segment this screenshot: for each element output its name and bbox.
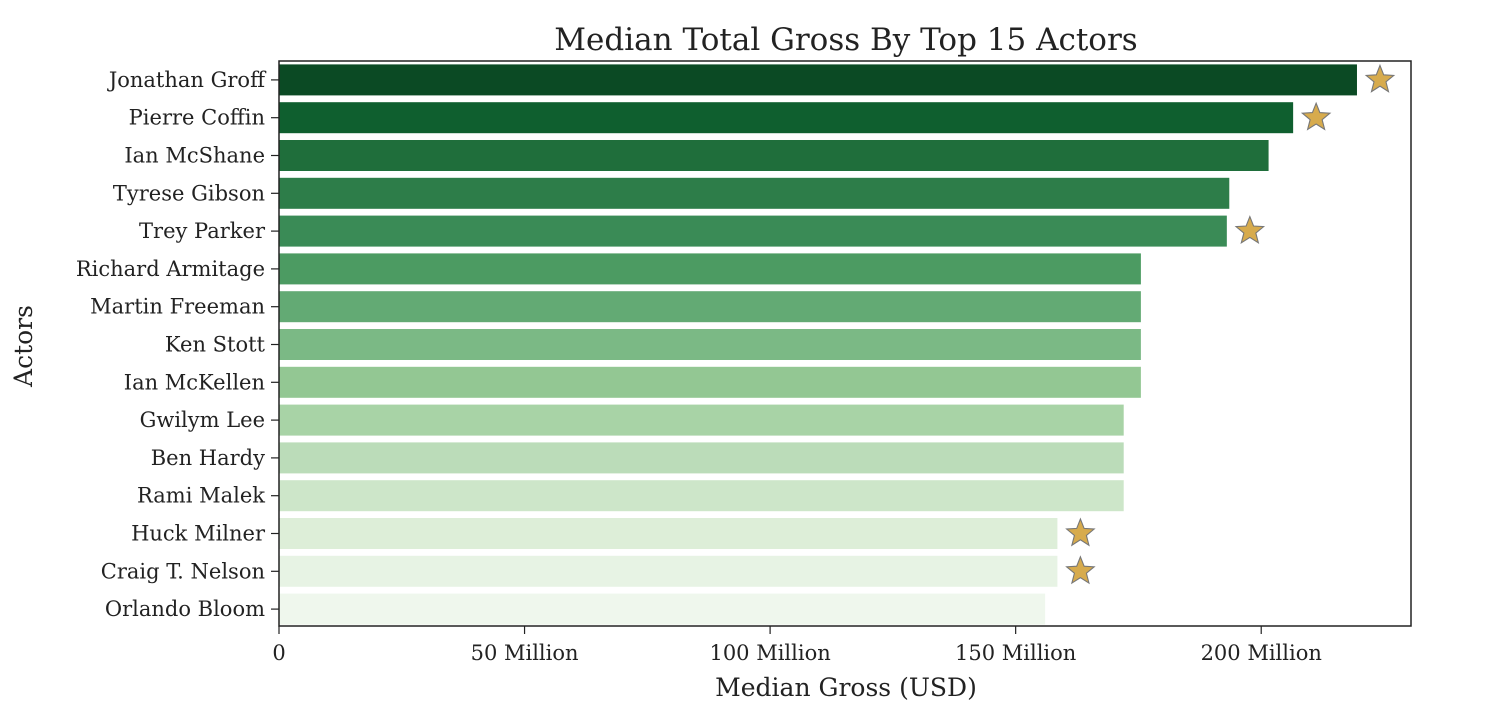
bar-richard-armitage [279,253,1141,285]
chart-title: Median Total Gross By Top 15 Actors [554,22,1137,58]
y-axis: Jonathan Groff Pierre Coffin Ian McShane Ty… [76,68,279,621]
bar-ken-stott [279,329,1141,360]
y-tick-label-richard-armitage: Richard Armitage [76,257,265,281]
bar-ian-mcshane [279,140,1269,171]
star-icon-trey-parker [1234,215,1266,245]
x-tick-label-0: 0 [272,641,285,665]
y-tick-label-jonathan-groff: Jonathan Groff [107,68,267,92]
x-tick-label-200-million: 200 Million [1201,641,1322,665]
y-tick-label-tyrese-gibson: Tyrese Gibson [113,181,265,205]
bar-ben-hardy [279,442,1124,474]
bar-tyrese-gibson [279,177,1230,209]
bar-orlando-bloom [279,593,1046,625]
star-icon-pierre-coffin [1300,101,1332,131]
plot-frame [278,60,1412,627]
y-tick-label-ian-mckellen: Ian McKellen [124,370,265,394]
y-tick-label-martin-freeman: Martin Freeman [90,295,265,319]
bars-layer [279,64,1357,625]
bar-craig-t-nelson [279,555,1058,587]
star-icon-craig-t-nelson [1065,555,1096,585]
bar-huck-milner [279,518,1058,549]
x-axis: 0 50 Million 100 Million 150 Million 200 Mil… [272,626,1322,665]
y-tick-label-trey-parker: Trey Parker [139,219,266,243]
x-tick-label-50-million: 50 Million [471,641,579,665]
y-tick-label-orlando-bloom: Orlando Bloom [105,597,265,621]
x-axis-label: Median Gross (USD) [715,673,977,702]
bar-jonathan-groff [279,64,1357,96]
x-tick-label-100-million: 100 Million [709,641,830,665]
y-tick-label-ben-hardy: Ben Hardy [151,446,265,470]
y-tick-label-ken-stott: Ken Stott [165,333,266,357]
y-tick-label-craig-t-nelson: Craig T. Nelson [101,559,265,583]
stars-layer [1065,63,1396,585]
bar-pierre-coffin [279,102,1294,134]
bar-gwilym-lee [279,404,1124,436]
star-icon-huck-milner [1065,517,1096,547]
bar-rami-malek [279,480,1124,512]
y-tick-label-pierre-coffin: Pierre Coffin [129,106,265,130]
y-axis-label: Actors [9,305,38,388]
bar-trey-parker [279,215,1227,247]
bar-martin-freeman [279,291,1141,323]
y-tick-label-rami-malek: Rami Malek [137,484,265,508]
y-tick-label-gwilym-lee: Gwilym Lee [140,408,265,432]
y-tick-label-huck-milner: Huck Milner [131,522,266,546]
star-icon-jonathan-groff [1364,63,1396,93]
x-tick-label-150-million: 150 Million [955,641,1076,665]
bar-ian-mckellen [279,366,1141,398]
y-tick-label-ian-mcshane: Ian McShane [124,144,265,168]
